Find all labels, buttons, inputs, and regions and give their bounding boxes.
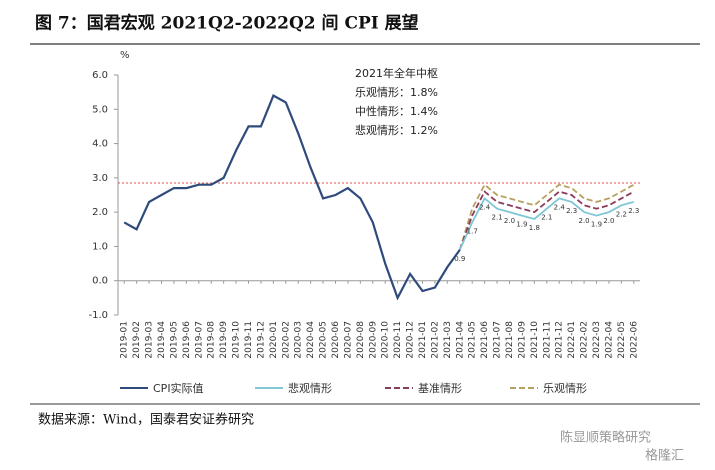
x-tick-label: 2020-11 <box>393 321 403 359</box>
y-tick-label: -1.0 <box>88 310 108 321</box>
x-tick-label: 2019-08 <box>207 321 217 359</box>
data-label: 2.2 <box>616 210 627 218</box>
x-tick-label: 2019-10 <box>232 321 242 359</box>
x-tick-label: 2020-02 <box>281 321 291 359</box>
x-tick-label: 2021-02 <box>430 321 440 359</box>
data-label: 2.4 <box>554 203 566 211</box>
x-tick-label: 2020-10 <box>381 321 391 359</box>
chart-title: 图 7：国君宏观 2021Q2-2022Q2 间 CPI 展望 <box>35 13 419 34</box>
annotation: 悲观情形：1.2% <box>355 123 438 137</box>
data-label: 2.0 <box>603 217 614 225</box>
x-tick-label: 2021-09 <box>517 321 527 359</box>
x-tick-label: 2019-03 <box>145 321 155 359</box>
data-label: 2.1 <box>492 214 503 222</box>
x-tick-label: 2021-07 <box>493 321 503 359</box>
y-tick-label: 2.0 <box>92 207 108 218</box>
x-tick-label: 2019-02 <box>132 321 142 359</box>
series-line <box>458 190 635 251</box>
y-tick-label: 5.0 <box>92 104 108 115</box>
annotation: 乐观情形：1.8% <box>355 86 438 99</box>
x-tick-label: 2020-07 <box>343 321 353 359</box>
data-label: 2.3 <box>566 207 577 215</box>
x-tick-label: 2021-08 <box>505 321 515 359</box>
x-tick-label: 2021-12 <box>555 321 565 359</box>
source: 数据来源：Wind，国泰君安证券研究 <box>38 412 254 428</box>
y-tick-label: 6.0 <box>92 70 108 81</box>
x-tick-label: 2020-05 <box>319 321 329 359</box>
data-label: 2.0 <box>504 217 515 225</box>
x-tick-label: 2021-10 <box>530 321 540 359</box>
legend-label: 基准情形 <box>418 382 462 395</box>
x-tick-label: 2022-03 <box>592 321 602 359</box>
x-tick-label: 2021-05 <box>468 321 478 359</box>
data-label: 1.7 <box>467 227 478 235</box>
x-tick-label: 2019-11 <box>244 321 254 359</box>
x-tick-label: 2019-07 <box>194 321 204 359</box>
legend-label: 悲观情形 <box>288 381 332 395</box>
x-tick-label: 2021-06 <box>480 321 490 359</box>
series-line <box>458 183 635 251</box>
x-tick-label: 2019-12 <box>256 321 266 359</box>
y-unit: % <box>120 50 130 61</box>
data-label: 0.9 <box>454 255 465 263</box>
x-tick-label: 2021-04 <box>455 321 465 359</box>
y-tick-label: 0.0 <box>92 276 108 287</box>
watermark: 陈显顺策略研究 <box>560 430 651 446</box>
legend-label: CPI实际值 <box>153 381 204 395</box>
y-tick-label: 1.0 <box>92 241 108 252</box>
x-tick-label: 2022-06 <box>629 321 639 359</box>
x-tick-label: 2019-04 <box>157 321 167 359</box>
series-line <box>123 94 461 301</box>
y-tick-label: 4.0 <box>92 139 108 150</box>
data-label: 1.9 <box>516 221 527 229</box>
x-tick-label: 2019-09 <box>219 321 229 359</box>
data-label: 1.9 <box>591 221 602 229</box>
x-tick-label: 2020-12 <box>406 321 416 359</box>
legend-label: 乐观情形 <box>543 382 587 395</box>
x-tick-label: 2022-05 <box>617 321 627 359</box>
watermark: 格隆汇 <box>645 448 684 464</box>
x-tick-label: 2021-01 <box>418 321 428 359</box>
annotation: 中性情形：1.4% <box>355 104 438 118</box>
data-label: 2.4 <box>479 203 491 211</box>
x-tick-label: 2020-09 <box>368 321 378 359</box>
data-label: 1.8 <box>529 224 540 232</box>
series-line <box>458 196 635 251</box>
y-tick-label: 3.0 <box>92 173 108 184</box>
x-tick-label: 2019-06 <box>182 321 192 359</box>
x-tick-label: 2022-04 <box>604 321 614 359</box>
data-label: 2.3 <box>628 207 639 215</box>
x-tick-label: 2020-01 <box>269 321 279 359</box>
annotation: 2021年全年中枢 <box>355 66 438 80</box>
x-tick-label: 2022-01 <box>567 321 577 359</box>
x-tick-label: 2020-06 <box>331 321 341 359</box>
x-tick-label: 2021-03 <box>443 321 453 359</box>
x-tick-label: 2020-08 <box>356 321 366 359</box>
data-label: 2.1 <box>541 214 552 222</box>
x-tick-label: 2021-11 <box>542 321 552 359</box>
x-tick-label: 2020-03 <box>294 321 304 359</box>
data-label: 2.0 <box>579 217 590 225</box>
x-tick-label: 2019-05 <box>169 321 179 359</box>
x-tick-label: 2022-02 <box>580 321 590 359</box>
x-tick-label: 2020-04 <box>306 321 316 359</box>
x-tick-label: 2019-01 <box>120 321 130 359</box>
